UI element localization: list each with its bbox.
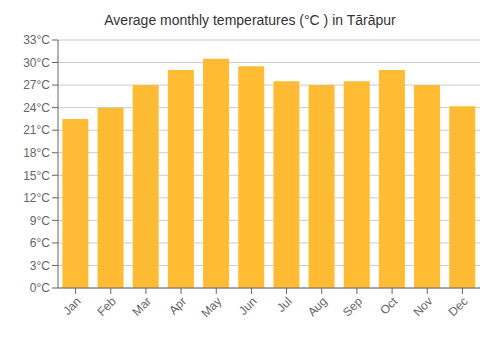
- svg-text:12°C: 12°C: [23, 191, 50, 205]
- svg-text:Aug: Aug: [305, 294, 330, 319]
- svg-text:30°C: 30°C: [23, 56, 50, 70]
- svg-text:Jul: Jul: [274, 294, 295, 315]
- svg-text:Dec: Dec: [446, 294, 471, 319]
- svg-text:27°C: 27°C: [23, 78, 50, 92]
- svg-text:18°C: 18°C: [23, 146, 50, 160]
- svg-text:Mar: Mar: [130, 294, 155, 319]
- svg-text:Nov: Nov: [410, 294, 435, 319]
- svg-text:6°C: 6°C: [30, 236, 50, 250]
- svg-text:3°C: 3°C: [30, 259, 50, 273]
- svg-text:15°C: 15°C: [23, 169, 50, 183]
- svg-text:Jun: Jun: [236, 294, 260, 318]
- svg-text:33°C: 33°C: [23, 33, 50, 47]
- svg-text:Apr: Apr: [166, 294, 189, 317]
- html-text:Average monthly temperatures (: Average monthly temperatures (°C ) in Tā…: [104, 12, 396, 28]
- svg-text:9°C: 9°C: [30, 214, 50, 228]
- svg-text:24°C: 24°C: [23, 101, 50, 115]
- svg-text:Feb: Feb: [94, 294, 119, 319]
- svg-text:May: May: [198, 294, 224, 320]
- svg-text:Jan: Jan: [60, 294, 84, 318]
- svg-text:Oct: Oct: [377, 294, 401, 318]
- svg-text:Sep: Sep: [340, 294, 365, 319]
- svg-text:21°C: 21°C: [23, 123, 50, 137]
- svg-text:0°C: 0°C: [30, 281, 50, 295]
